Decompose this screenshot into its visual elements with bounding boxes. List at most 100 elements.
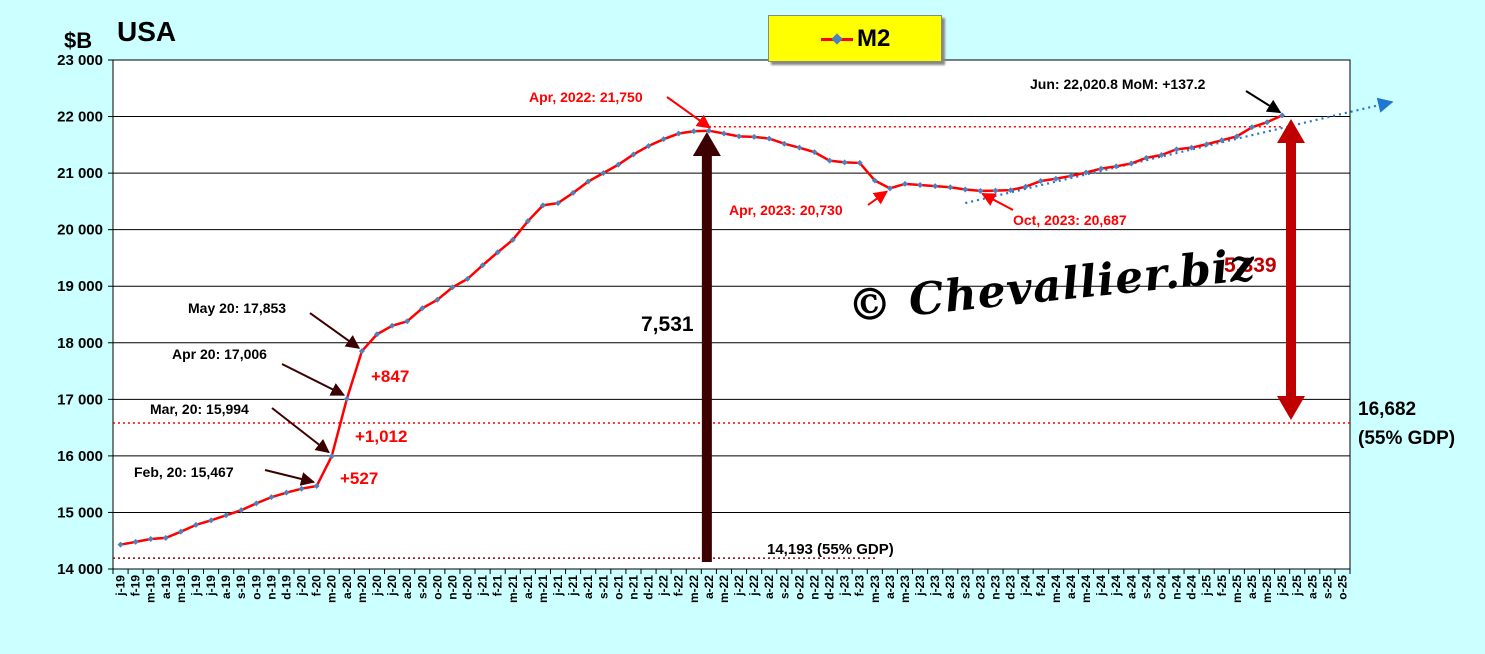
- x-tick-label: j-25: [1275, 575, 1289, 597]
- x-tick-label: o-21: [611, 575, 625, 600]
- m2-point: [1233, 133, 1240, 140]
- m2-point: [736, 133, 743, 140]
- x-tick-label: a-23: [943, 575, 957, 599]
- m2-point: [1264, 119, 1271, 126]
- x-tick-label: a-19: [159, 575, 173, 599]
- arrow-feb-2020: [264, 469, 316, 486]
- m2-point: [328, 453, 335, 460]
- m2-point: [147, 536, 154, 543]
- m2-point: [781, 140, 788, 147]
- x-tick-label: d-23: [1004, 575, 1018, 600]
- annotation-apr-2023: Apr, 2023: 20,730: [729, 202, 843, 218]
- x-tick-label: n-23: [988, 575, 1002, 600]
- m2-point: [1067, 172, 1074, 179]
- m2-point: [947, 184, 954, 191]
- x-tick-label: o-22: [792, 575, 806, 600]
- x-tick-label: j-23: [913, 575, 927, 597]
- m2-point: [1188, 144, 1195, 151]
- x-tick-label: f-21: [491, 575, 505, 597]
- x-tick-label: m-22: [687, 575, 701, 603]
- m2-point: [389, 322, 396, 329]
- x-tick-label: m-20: [355, 575, 369, 603]
- arrow-apr-2022: [666, 96, 712, 129]
- arrow-mar-2020: [271, 407, 330, 454]
- legend: M2: [768, 15, 942, 62]
- x-tick-label: j-22: [747, 575, 761, 597]
- x-tick-label: o-19: [249, 575, 263, 600]
- x-tick-label: j-19: [114, 575, 128, 597]
- x-tick-label: a-25: [1305, 575, 1319, 599]
- annotation-plus-1012: +1,012: [355, 427, 407, 446]
- x-tick-label: j-24: [1019, 575, 1033, 597]
- arrow-5339-head-down: [1277, 396, 1305, 420]
- y-tick-label: 19 000: [57, 278, 103, 295]
- x-tick-label: a-24: [1064, 575, 1078, 599]
- m2-point: [208, 517, 215, 524]
- x-tick-label: a-20: [400, 575, 414, 599]
- x-tick-label: a-25: [1245, 575, 1259, 599]
- m2-point: [811, 149, 818, 156]
- x-tick-label: o-24: [1154, 575, 1168, 600]
- m2-point: [1158, 152, 1165, 159]
- x-tick-label: f-25: [1215, 575, 1229, 597]
- m2-point: [1098, 165, 1105, 172]
- x-tick-label: d-21: [642, 575, 656, 600]
- x-tick-label: j-24: [1109, 575, 1123, 597]
- arrow-5339-shaft: [1286, 140, 1296, 398]
- m2-point: [1218, 137, 1225, 144]
- x-tick-label: m-24: [1049, 575, 1063, 603]
- m2-point: [826, 157, 833, 164]
- x-tick-label: m-23: [868, 575, 882, 603]
- annotations: Feb, 20: 15,467 Mar, 20: 15,994 Apr 20: 17…: [134, 76, 1282, 488]
- unit-label: $B: [64, 28, 93, 53]
- m2-point: [917, 181, 924, 188]
- y-tick-label: 15 000: [57, 504, 103, 521]
- x-tick-label: s-20: [415, 575, 429, 599]
- x-tick-label: o-20: [430, 575, 444, 600]
- m2-point: [1052, 175, 1059, 182]
- annotation-may-2020: May 20: 17,853: [188, 300, 286, 316]
- y-tick-label: 16 000: [57, 448, 103, 465]
- arrow-oct-2023: [981, 192, 1014, 211]
- arrow-7531-head: [692, 132, 721, 156]
- x-tick-label: j-25: [1200, 575, 1214, 597]
- x-tick-label: m-21: [536, 575, 550, 603]
- legend-marker-swatch: [831, 33, 843, 45]
- m2-point: [932, 183, 939, 190]
- m2-point: [841, 159, 848, 166]
- m2-point: [449, 284, 456, 291]
- x-tick-label: m-21: [506, 575, 520, 603]
- x-tick-label: a-20: [340, 575, 354, 599]
- m2-point: [479, 262, 486, 269]
- x-tick-label: m-19: [144, 575, 158, 603]
- m2-point: [992, 187, 999, 194]
- m2-point: [298, 485, 305, 492]
- m2-point: [645, 142, 652, 149]
- x-tick-label: f-24: [1034, 575, 1048, 597]
- chart-title: USA: [117, 16, 177, 47]
- arrow-apr-2023: [867, 190, 889, 206]
- m2-point: [1248, 124, 1255, 131]
- plot-area: [113, 60, 1350, 569]
- x-tick-label: f-19: [129, 575, 143, 597]
- range-arrows: [692, 119, 1305, 562]
- annotation-jun-2025: Jun: 22,020.8 MoM: +137.2: [1030, 76, 1206, 92]
- m2-point: [856, 159, 863, 166]
- y-tick-label: 17 000: [57, 391, 103, 408]
- x-tick-label: j-23: [928, 575, 942, 597]
- x-tick-label: s-22: [777, 575, 791, 599]
- x-tick-label: s-24: [1139, 575, 1153, 599]
- arrow-apr-2020: [281, 363, 346, 396]
- y-tick-label: 21 000: [57, 165, 103, 182]
- x-tick-label: j-20: [295, 575, 309, 597]
- x-tick-label: m-23: [898, 575, 912, 603]
- m2-point: [1113, 163, 1120, 170]
- x-tick-label: m-20: [325, 575, 339, 603]
- annotation-5339: 5,339: [1224, 254, 1277, 277]
- x-tick-label: o-23: [973, 575, 987, 600]
- arrow-7531-shaft: [701, 154, 712, 562]
- x-tick-label: j-21: [476, 575, 490, 597]
- y-tick-label: 22 000: [57, 109, 103, 126]
- m2-point: [509, 236, 516, 243]
